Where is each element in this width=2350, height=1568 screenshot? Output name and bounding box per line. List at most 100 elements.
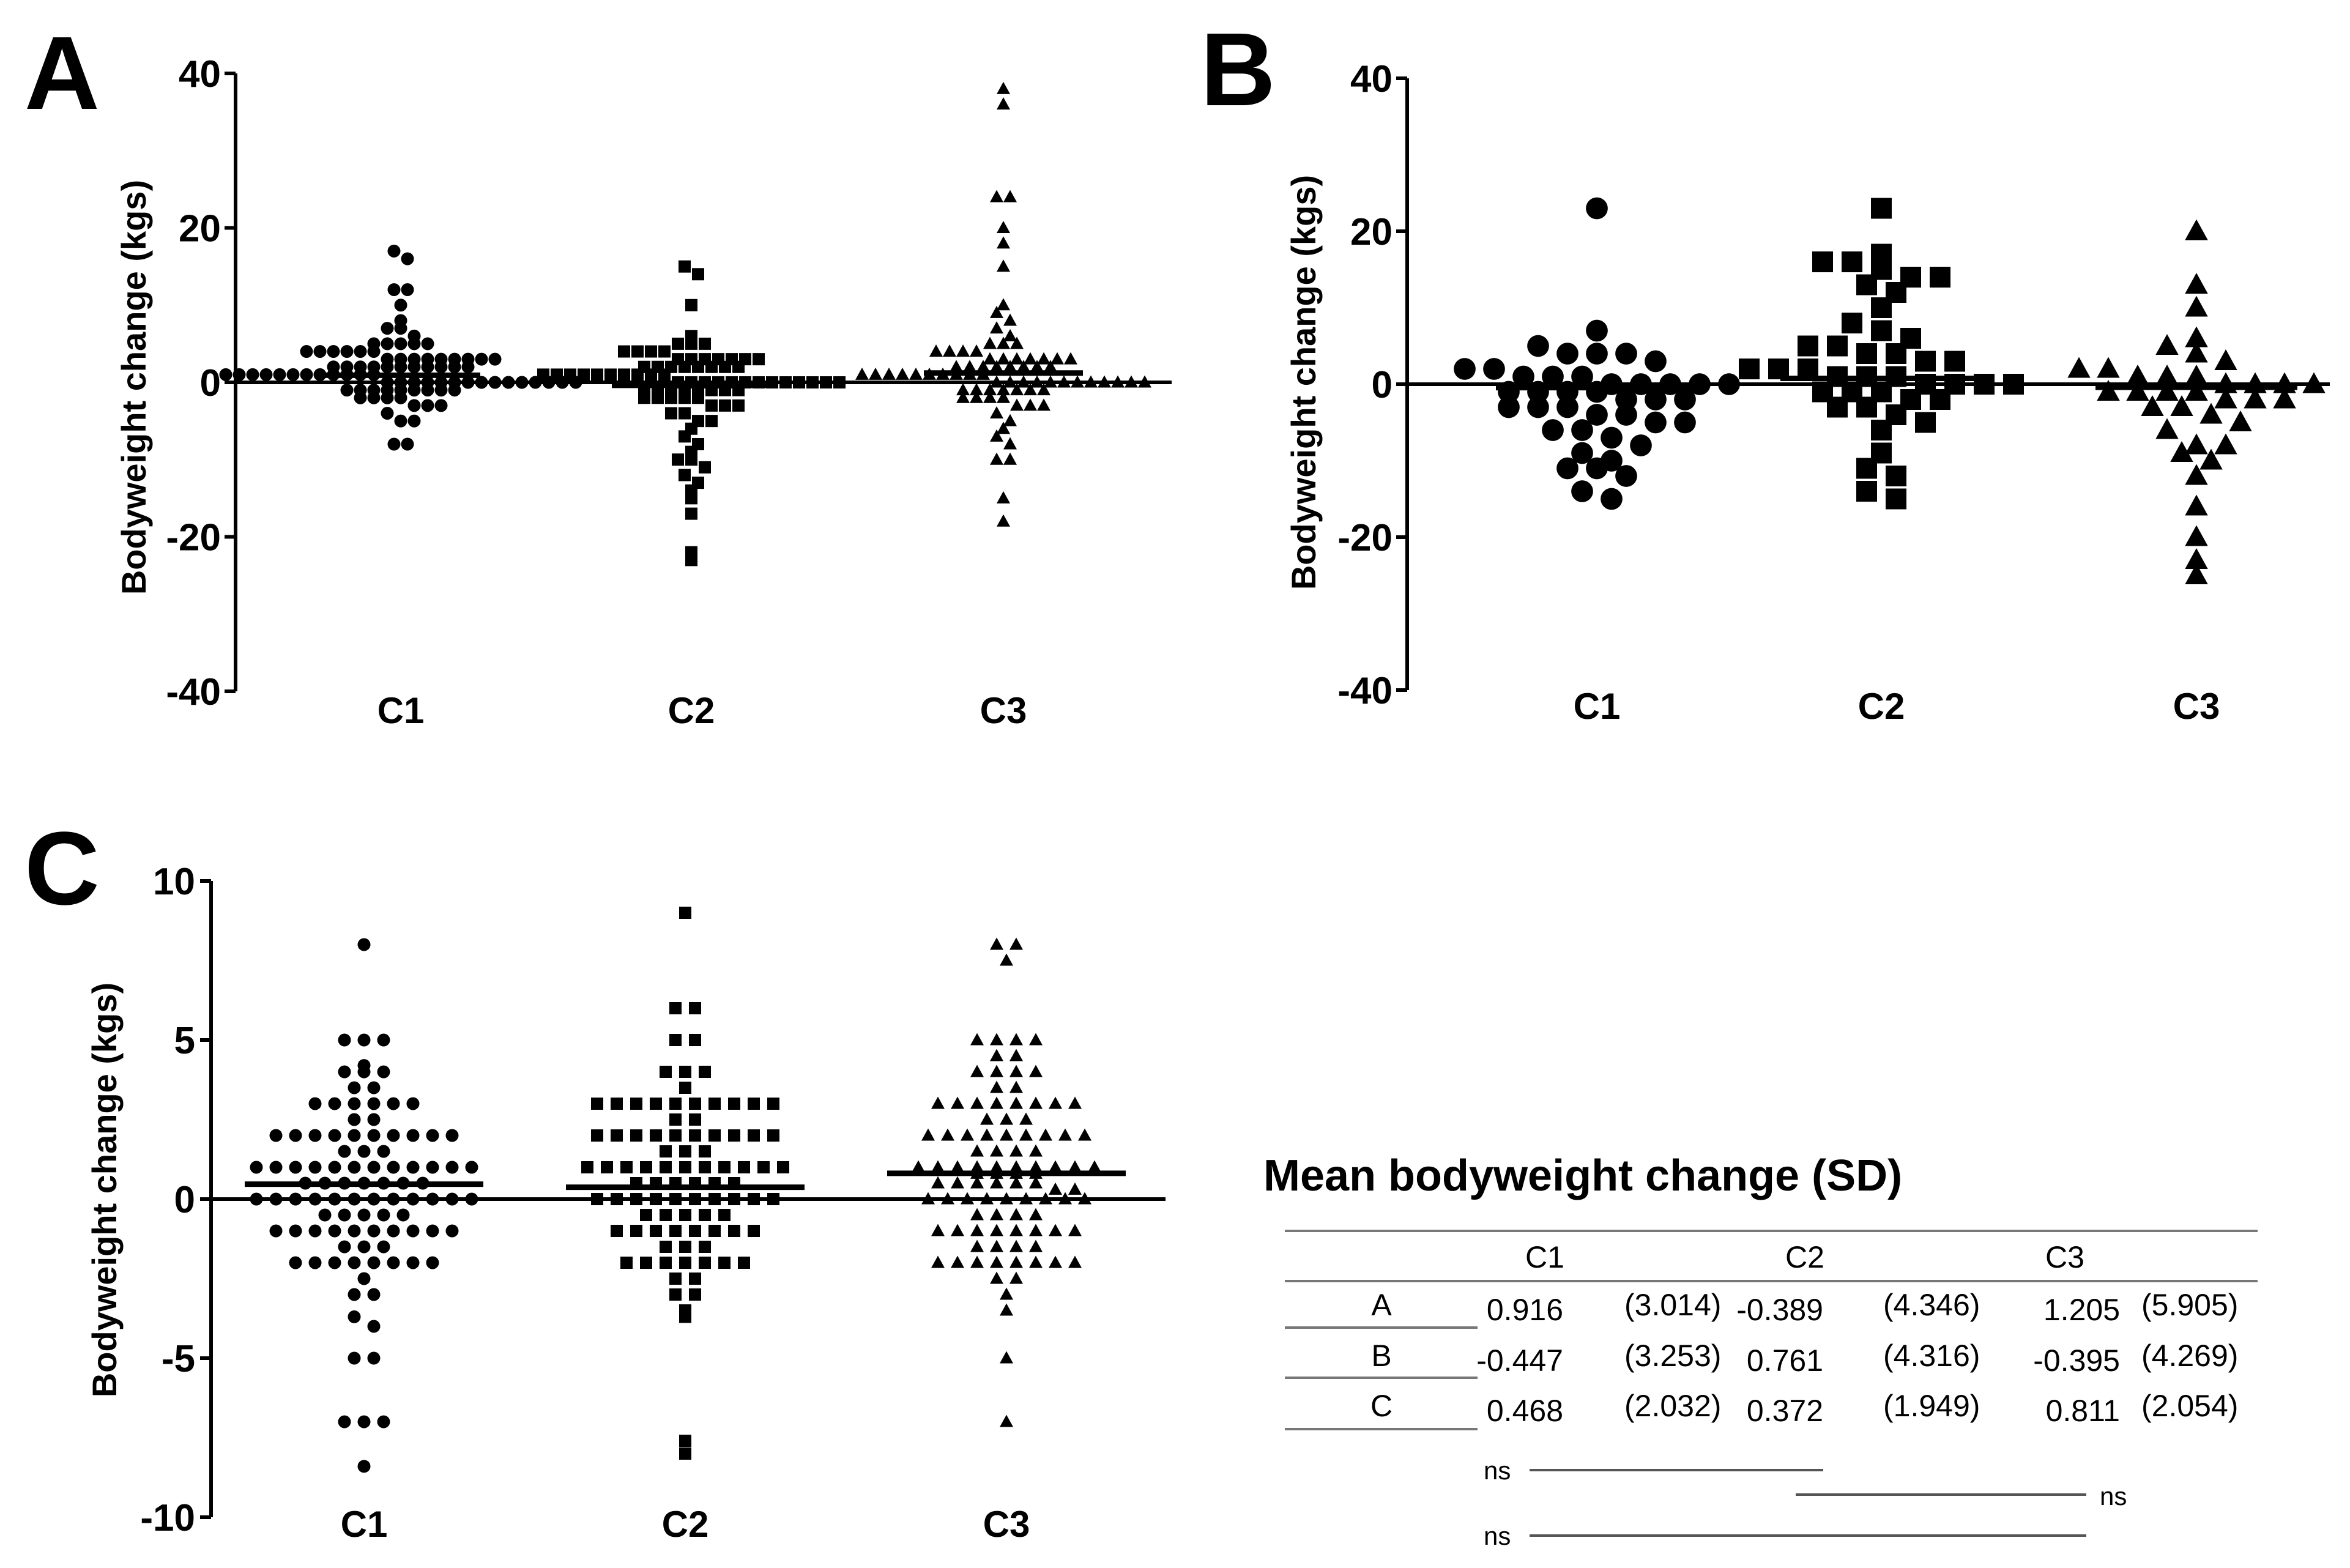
data-point-square — [1856, 458, 1877, 479]
data-point-square — [699, 461, 711, 474]
table-cell-mean: -0.389 — [1736, 1293, 1823, 1327]
data-point-square — [833, 376, 846, 388]
data-point-triangle — [970, 390, 983, 403]
data-point-square — [728, 1129, 740, 1142]
data-point-circle — [367, 1288, 381, 1301]
data-point-square — [719, 399, 731, 412]
data-point-triangle — [1068, 1182, 1082, 1195]
data-point-triangle — [2302, 372, 2326, 393]
data-point-square — [708, 1129, 721, 1142]
data-point-square — [777, 1161, 789, 1173]
data-point-triangle — [1049, 1255, 1062, 1268]
data-point-triangle — [2214, 349, 2237, 370]
data-point-triangle — [997, 352, 1010, 365]
data-point-circle — [219, 368, 232, 381]
table-row-label: C — [1370, 1389, 1393, 1423]
data-point-circle — [348, 1224, 361, 1238]
data-point-triangle — [951, 1160, 964, 1173]
data-point-circle — [387, 437, 401, 451]
data-point-circle — [1615, 465, 1637, 487]
data-point-circle — [348, 1113, 361, 1126]
data-point-circle — [1645, 388, 1667, 411]
data-point-square — [578, 368, 590, 381]
data-point-triangle — [909, 367, 923, 380]
data-point-square — [679, 1435, 691, 1447]
data-point-circle — [357, 1415, 371, 1429]
data-point-circle — [348, 1256, 361, 1269]
data-point-triangle — [1017, 375, 1030, 388]
data-point-circle — [406, 1129, 420, 1142]
data-point-square — [630, 1225, 642, 1237]
data-point-circle — [273, 368, 286, 381]
data-point-triangle — [2185, 295, 2208, 317]
data-point-triangle — [2170, 395, 2193, 416]
data-point-triangle — [1000, 1303, 1013, 1316]
data-point-triangle — [1068, 1224, 1082, 1236]
table-col-header-c1: C1 — [1525, 1240, 1564, 1274]
data-point-circle — [1615, 388, 1637, 411]
data-point-circle — [1630, 434, 1652, 456]
panel-c-y-axis-label: Bodyweight change (kgs) — [85, 983, 124, 1397]
data-point-square — [685, 507, 697, 520]
data-point-square — [708, 1193, 721, 1205]
data-point-triangle — [1010, 1239, 1023, 1252]
data-point-circle — [348, 1288, 361, 1301]
data-point-triangle — [2185, 548, 2208, 569]
data-point-triangle — [1029, 1224, 1043, 1236]
data-point-square — [581, 1161, 593, 1173]
data-point-circle — [434, 360, 448, 374]
data-point-triangle — [882, 367, 896, 380]
data-point-triangle — [2155, 333, 2179, 355]
data-point-circle — [338, 1415, 351, 1429]
data-point-circle — [426, 1192, 439, 1206]
table-row-label: A — [1371, 1288, 1392, 1322]
data-point-circle — [1571, 442, 1593, 464]
data-point-triangle — [990, 1065, 1003, 1077]
data-point-triangle — [929, 344, 943, 357]
panel-c-letter: C — [24, 811, 100, 927]
table-cell-sd: (4.346) — [1883, 1288, 1980, 1322]
data-point-circle — [1542, 419, 1564, 441]
data-point-triangle — [983, 390, 997, 403]
data-point-triangle — [1019, 1192, 1033, 1205]
data-point-triangle — [980, 1192, 994, 1205]
data-point-triangle — [931, 1224, 945, 1236]
data-point-triangle — [1029, 1160, 1043, 1173]
data-point-square — [564, 368, 576, 381]
data-point-triangle — [951, 1255, 964, 1268]
data-point-triangle — [970, 1160, 984, 1173]
data-point-square — [665, 407, 677, 420]
data-point-square — [705, 360, 718, 373]
data-point-square — [1871, 320, 1892, 341]
data-point-circle — [289, 1256, 302, 1269]
data-point-circle — [367, 1081, 381, 1094]
table-cell-mean: 0.372 — [1747, 1394, 1823, 1428]
data-point-circle — [381, 322, 394, 335]
data-point-square — [767, 1098, 779, 1110]
data-point-triangle — [931, 1255, 945, 1268]
data-point-triangle — [970, 1255, 984, 1268]
data-point-circle — [338, 1065, 351, 1079]
data-point-circle — [1601, 488, 1623, 510]
data-point-square — [1915, 412, 1936, 433]
data-point-square — [591, 1193, 603, 1205]
table-cell-sd: (4.316) — [1883, 1339, 1980, 1373]
data-point-triangle — [1010, 398, 1024, 411]
data-point-circle — [357, 1065, 371, 1079]
data-point-square — [660, 1161, 672, 1173]
data-point-square — [669, 1288, 682, 1301]
data-point-circle — [338, 1145, 351, 1158]
data-point-square — [650, 1193, 662, 1205]
data-point-square — [679, 392, 691, 404]
data-point-triangle — [997, 491, 1010, 503]
data-point-square — [748, 1193, 760, 1205]
data-point-triangle — [2185, 464, 2208, 485]
data-point-triangle — [2185, 525, 2208, 546]
data-point-square — [692, 360, 704, 373]
data-point-square — [679, 1310, 691, 1323]
data-point-triangle — [970, 383, 983, 396]
data-point-circle — [1556, 396, 1578, 418]
data-point-square — [669, 1034, 682, 1046]
data-point-square — [705, 399, 718, 412]
panel-b-y-axis-label: Bodyweight change (kgs) — [1284, 175, 1323, 590]
